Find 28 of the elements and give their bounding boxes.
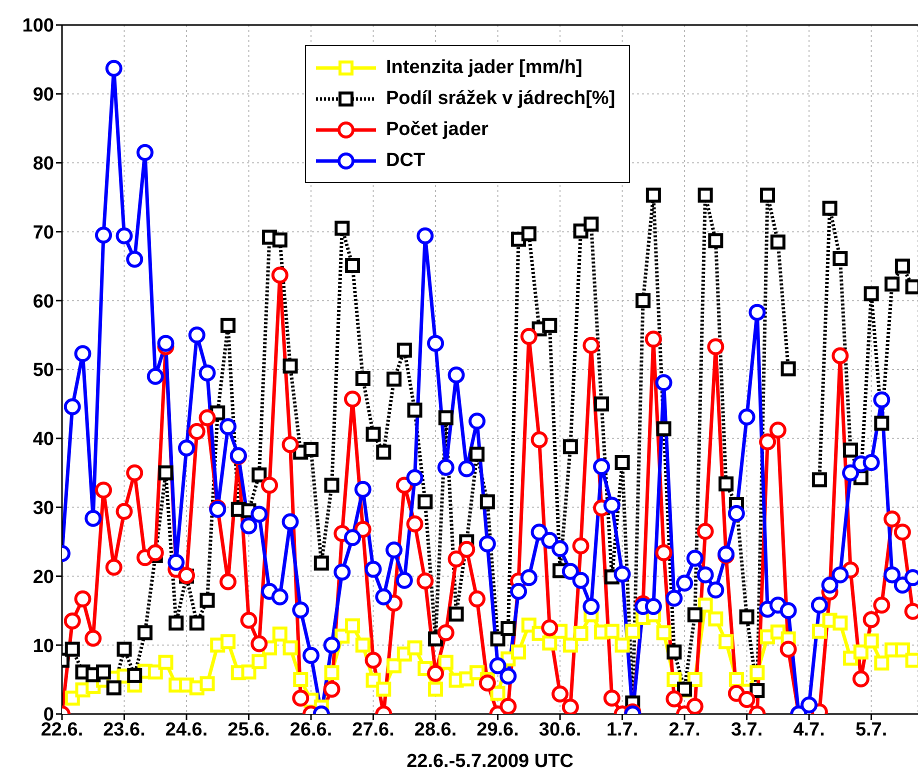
x-tick-label: 26.6. [290,719,332,740]
y-tick-label: 70 [32,222,54,244]
y-tick-label: 100 [22,16,54,37]
y-tick-label: 40 [32,429,54,450]
x-tick-label: 1.7. [606,719,638,740]
x-tick-label: 28.6. [414,719,457,740]
y-tick-label: 90 [32,84,54,106]
x-tick-label: 25.6. [228,719,270,740]
x-tick-label: 3.7. [730,719,763,740]
x-tick-label: 23.6. [103,719,146,740]
legend-label: Počet jader [386,118,488,140]
x-axis-title: 22.6.-5.7.2009 UTC [406,751,574,769]
y-tick-label: 80 [32,154,54,175]
x-tick-label: 29.6. [476,719,519,740]
x-tick-label: 4.7. [793,719,825,740]
y-tick-label: 30 [32,498,54,520]
x-tick-label: 27.6. [352,719,394,740]
y-tick-label: 20 [32,566,54,588]
y-tick-label: 60 [32,291,54,312]
legend-label: Intenzita jader [mm/h] [386,56,582,78]
legend-label: DCT [386,150,426,172]
x-tick-label: 24.6. [165,719,208,740]
y-tick-label: 10 [32,636,54,657]
x-tick-label: 30.6. [538,719,582,740]
y-tick-label: 50 [32,360,54,382]
x-tick-label: 5.7. [855,719,888,740]
x-tick-label: 2.7. [668,719,700,740]
legend-label: Podíl srážek v jádrech[%] [386,88,616,110]
